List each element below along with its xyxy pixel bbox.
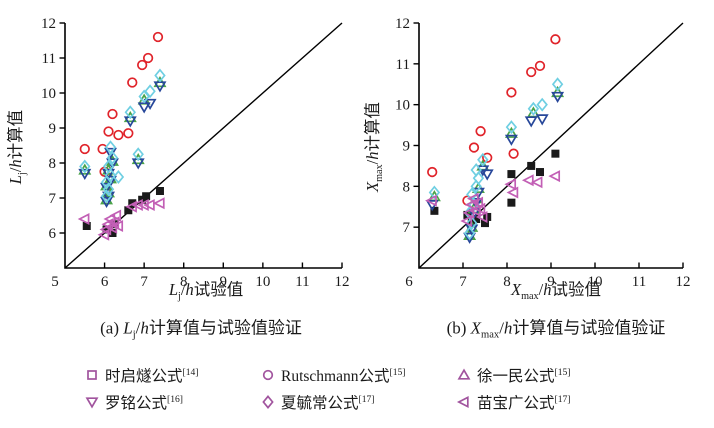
svg-text:7: 7 bbox=[140, 274, 148, 290]
svg-text:6: 6 bbox=[405, 274, 413, 290]
diamond-icon bbox=[262, 395, 274, 409]
x-axis-label-a: Lj/h试验值 bbox=[168, 279, 244, 303]
svg-text:9: 9 bbox=[547, 274, 555, 290]
caption-b: (b) Xmax/h计算值与试验值验证 bbox=[446, 318, 666, 341]
svg-text:10: 10 bbox=[395, 98, 410, 114]
triangle-up-icon bbox=[457, 368, 471, 380]
legend-label: 徐一民公式 bbox=[477, 368, 555, 385]
legend-ref: [14] bbox=[182, 366, 199, 378]
svg-text:12: 12 bbox=[676, 274, 691, 290]
square-icon bbox=[87, 370, 97, 380]
legend-label: 苗宝广公式 bbox=[477, 395, 555, 412]
svg-text:11: 11 bbox=[42, 51, 56, 67]
legend-item-xiayuchang: 夏毓常公式[17] bbox=[260, 390, 456, 414]
svg-text:11: 11 bbox=[396, 57, 410, 73]
legend-ref: [15] bbox=[554, 366, 571, 378]
svg-text:12: 12 bbox=[395, 16, 410, 32]
legend-ref: [17] bbox=[554, 393, 571, 405]
legend-label: 罗铭公式 bbox=[105, 395, 168, 412]
svg-text:8: 8 bbox=[180, 274, 188, 290]
caption-a: (a) Lj/h计算值与试验值验证 bbox=[100, 318, 302, 341]
svg-text:6: 6 bbox=[101, 274, 109, 290]
triangle-down-icon bbox=[85, 397, 99, 409]
svg-text:11: 11 bbox=[295, 274, 309, 290]
svg-text:10: 10 bbox=[41, 86, 56, 102]
legend: 时启燧公式[14] Rutschmann公式[15] 徐一民公式[15] 罗铭公… bbox=[84, 363, 642, 414]
legend-item-rutschmann: Rutschmann公式[15] bbox=[260, 363, 456, 387]
svg-text:5: 5 bbox=[51, 274, 59, 290]
svg-text:8: 8 bbox=[49, 156, 57, 172]
svg-text:9: 9 bbox=[49, 121, 57, 137]
svg-text:9: 9 bbox=[220, 274, 228, 290]
scatter-plot-b: 6 7 8 9 10 11 12 7 8 9 10 11 12 bbox=[395, 16, 691, 290]
legend-item-shiqisui: 时启燧公式[14] bbox=[84, 363, 260, 387]
svg-text:8: 8 bbox=[503, 274, 511, 290]
svg-text:10: 10 bbox=[588, 274, 603, 290]
legend-label: Rutschmann公式 bbox=[281, 368, 390, 385]
svg-text:7: 7 bbox=[403, 220, 411, 236]
legend-ref: [15] bbox=[389, 366, 406, 378]
svg-text:9: 9 bbox=[403, 139, 411, 155]
legend-label: 夏毓常公式 bbox=[281, 395, 359, 412]
svg-text:8: 8 bbox=[403, 179, 411, 195]
x-axis-label-b: Xmax/h试验值 bbox=[510, 279, 602, 303]
legend-label: 时启燧公式 bbox=[105, 368, 183, 385]
svg-text:12: 12 bbox=[41, 16, 56, 32]
triangle-left-icon bbox=[456, 396, 469, 408]
legend-item-luoming: 罗铭公式[16] bbox=[84, 390, 260, 414]
svg-text:7: 7 bbox=[49, 191, 57, 207]
y-axis-label-a: Lj/h计算值 bbox=[5, 109, 29, 185]
circle-icon bbox=[262, 369, 274, 381]
scatter-plot-a: 5 6 7 8 9 10 11 12 6 7 8 9 10 11 12 bbox=[41, 16, 350, 290]
legend-ref: [17] bbox=[358, 393, 375, 405]
svg-text:10: 10 bbox=[255, 274, 270, 290]
y-axis-label-b: Xmax/h计算值 bbox=[362, 101, 386, 193]
legend-item-miaobaoguang: 苗宝广公式[17] bbox=[456, 390, 642, 414]
svg-text:6: 6 bbox=[49, 226, 57, 242]
legend-item-xuyimin: 徐一民公式[15] bbox=[456, 363, 642, 387]
legend-ref: [16] bbox=[167, 393, 183, 405]
svg-text:12: 12 bbox=[335, 274, 350, 290]
svg-text:11: 11 bbox=[632, 274, 646, 290]
svg-text:7: 7 bbox=[459, 274, 467, 290]
